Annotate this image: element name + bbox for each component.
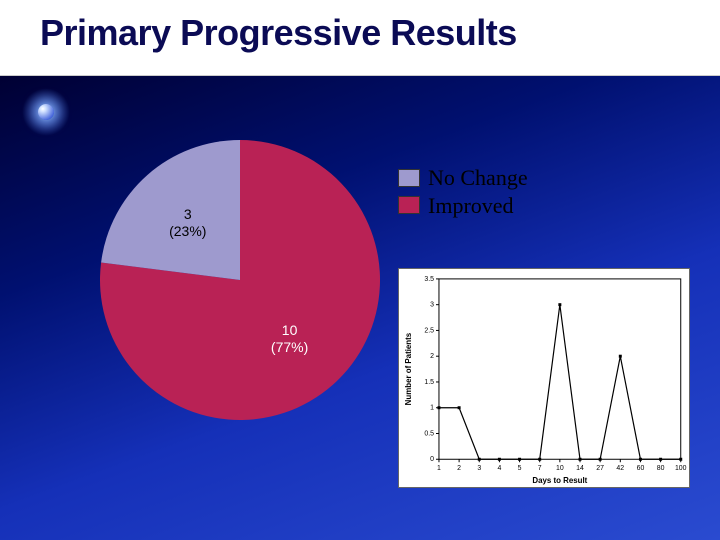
- x-axis-title: Days to Result: [532, 476, 587, 485]
- xtick-label: 80: [657, 465, 665, 472]
- bullet-orb-icon: [32, 98, 60, 126]
- xtick-label: 1: [437, 465, 441, 472]
- line-marker: [599, 458, 602, 461]
- xtick-label: 14: [576, 465, 584, 472]
- line-marker: [579, 458, 582, 461]
- line-marker: [518, 458, 521, 461]
- line-marker: [679, 458, 682, 461]
- pie-slice-label: 10(77%): [271, 322, 308, 356]
- line-marker: [478, 458, 481, 461]
- pie-svg: [100, 140, 380, 420]
- line-marker: [538, 458, 541, 461]
- legend-item: Improved: [398, 192, 528, 220]
- legend-swatch: [398, 169, 420, 187]
- xtick-label: 2: [457, 465, 461, 472]
- xtick-label: 7: [538, 465, 542, 472]
- page-title: Primary Progressive Results: [40, 12, 700, 54]
- legend-label: Improved: [428, 192, 514, 220]
- ytick-label: 0.5: [424, 430, 434, 437]
- ytick-label: 3.5: [424, 276, 434, 283]
- line-marker: [639, 458, 642, 461]
- line-marker: [498, 458, 501, 461]
- line-marker: [458, 406, 461, 409]
- line-marker: [437, 406, 440, 409]
- legend: No ChangeImproved: [398, 164, 528, 219]
- line-chart-svg: 0 0.5 1 1.5 2 2.5 3 3.5 1 2 3 4 5 7 10 14 27 42 60 80 100 Day…: [399, 269, 689, 487]
- ytick-label: 2.5: [424, 327, 434, 334]
- pie-chart: 10(77%) 3(23%): [100, 140, 380, 420]
- y-axis-title: Number of Patients: [404, 332, 413, 405]
- xtick-label: 10: [556, 465, 564, 472]
- line-chart: 0 0.5 1 1.5 2 2.5 3 3.5 1 2 3 4 5 7 10 14 27 42 60 80 100 Day…: [398, 268, 690, 488]
- slide: Primary Progressive Results 10(77%) 3(23%…: [0, 0, 720, 540]
- legend-swatch: [398, 196, 420, 214]
- xtick-label: 4: [497, 465, 501, 472]
- line-series: [439, 305, 681, 460]
- ytick-label: 0: [430, 456, 434, 463]
- xtick-label: 27: [596, 465, 604, 472]
- ytick-label: 1: [430, 405, 434, 412]
- title-area: Primary Progressive Results: [0, 0, 720, 76]
- ytick-label: 3: [430, 302, 434, 309]
- xtick-label: 5: [518, 465, 522, 472]
- xtick-label: 100: [675, 465, 687, 472]
- xtick-label: 3: [477, 465, 481, 472]
- line-marker: [659, 458, 662, 461]
- line-marker: [558, 303, 561, 306]
- ytick-label: 1.5: [424, 379, 434, 386]
- content-area: 10(77%) 3(23%) No ChangeImproved 0 0.5 1 1.5…: [0, 76, 720, 540]
- legend-label: No Change: [428, 164, 528, 192]
- line-marker: [619, 355, 622, 358]
- xtick-label: 42: [616, 465, 624, 472]
- ytick-label: 2: [430, 353, 434, 360]
- xtick-label: 60: [637, 465, 645, 472]
- pie-slice-label: 3(23%): [169, 206, 206, 240]
- legend-item: No Change: [398, 164, 528, 192]
